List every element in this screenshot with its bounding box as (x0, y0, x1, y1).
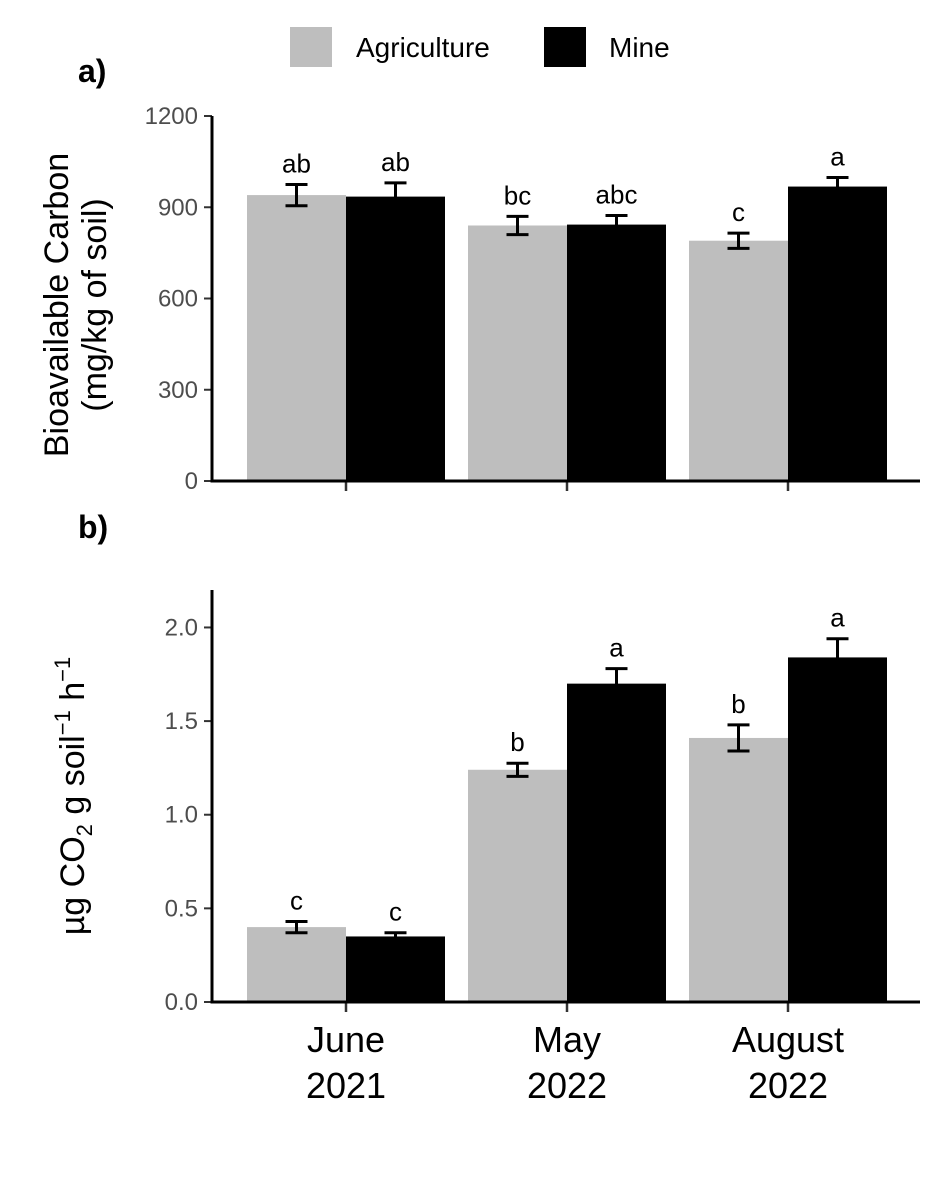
panel-a-bar-agriculture-1 (468, 225, 567, 481)
panel-b-ytick-label-4: 2.0 (165, 614, 198, 641)
legend-label-agriculture: Agriculture (356, 32, 490, 63)
panel-b-ytick-label-0: 0.0 (165, 989, 198, 1016)
panel-a-ylabel-line1: Bioavailable Carbon (38, 153, 76, 457)
panel-b-xtick-label-2-line2: 2022 (748, 1065, 828, 1106)
panel-b-bar-agriculture-0 (247, 927, 346, 1002)
panel-a-errorbar-mine-0 (384, 181, 407, 212)
panel-b-label: b) (78, 509, 108, 545)
panel-a-bar-agriculture-0 (247, 195, 346, 482)
panel-a-sig-label-agriculture-2: c (732, 197, 745, 227)
panel-b-sig-label-agriculture-0: c (290, 885, 303, 915)
panel-b-ylabel: µg CO2 g soil−1 h−1 (50, 657, 97, 936)
legend-label-mine: Mine (609, 32, 670, 63)
panel-a: a) Bioavailable Carbon (mg/kg of soil) a… (38, 53, 920, 495)
panel-a-ytick-label-4: 1200 (145, 103, 198, 130)
panel-b: b) µg CO2 g soil−1 h−1 c b b c a a 0.0 0.5 1.0 1.… (50, 509, 920, 1106)
panel-a-ytick-label-1: 300 (158, 377, 198, 404)
panel-b-bar-mine-1 (567, 683, 666, 1002)
panel-a-sig-label-agriculture-1: bc (504, 180, 531, 210)
panel-b-ytick-label-3: 1.5 (165, 708, 198, 735)
panel-a-bar-mine-2 (788, 186, 887, 482)
legend: Agriculture Mine (290, 27, 670, 67)
panel-a-label: a) (78, 53, 106, 89)
panel-a-errorbar-agriculture-1 (506, 214, 529, 237)
panel-b-errorbar-mine-0 (384, 931, 407, 942)
panel-b-sig-label-mine-1: a (609, 633, 624, 663)
panel-a-bar-agriculture-2 (689, 240, 788, 481)
panel-b-errorbar-agriculture-2 (727, 723, 750, 753)
panel-b-xtick-label-2-line1: August (732, 1019, 844, 1060)
panel-b-bar-agriculture-2 (689, 737, 788, 1002)
panel-b-xtick-label-0-line2: 2021 (306, 1065, 386, 1106)
panel-b-xtick-label-0-line1: June (307, 1019, 385, 1060)
panel-b-bar-mine-2 (788, 657, 887, 1002)
panel-b-sig-label-agriculture-2: b (731, 689, 745, 719)
panel-a-ytick-label-3: 900 (158, 194, 198, 221)
panel-b-sig-label-agriculture-1: b (510, 727, 524, 757)
panel-b-xtick-label-1-line1: May (533, 1019, 601, 1060)
panel-a-errorbar-agriculture-2 (727, 231, 750, 250)
panel-b-sig-label-mine-0: c (389, 897, 402, 927)
panel-b-errorbar-mine-1 (605, 667, 628, 701)
panel-a-errorbar-mine-1 (605, 213, 628, 236)
panel-a-ylabel-line2: (mg/kg of soil) (76, 198, 114, 412)
panel-b-ytick-label-2: 1.0 (165, 802, 198, 829)
panel-a-ytick-label-2: 600 (158, 286, 198, 313)
panel-b-errorbar-agriculture-0 (285, 919, 308, 935)
panel-a-bar-mine-0 (346, 196, 445, 481)
panel-a-bar-mine-1 (567, 224, 666, 481)
legend-swatch-mine (544, 27, 586, 67)
panel-b-sig-label-mine-2: a (830, 603, 845, 633)
panel-b-bar-mine-0 (346, 936, 445, 1002)
panel-a-ytick-label-0: 0 (185, 468, 198, 495)
panel-a-errorbar-agriculture-0 (285, 182, 308, 208)
legend-swatch-agriculture (290, 27, 332, 67)
panel-b-ytick-label-1: 0.5 (165, 895, 198, 922)
panel-a-errorbar-mine-2 (826, 175, 849, 198)
panel-a-sig-label-mine-0: ab (381, 147, 410, 177)
panel-b-bar-agriculture-1 (468, 769, 567, 1002)
panel-a-sig-label-mine-2: a (830, 141, 845, 171)
panel-a-sig-label-agriculture-0: ab (282, 148, 311, 178)
panel-b-ylabel-text: µg CO2 g soil−1 h−1 (50, 657, 97, 936)
panel-a-sig-label-mine-1: abc (596, 179, 638, 209)
panel-b-xtick-label-1-line2: 2022 (527, 1065, 607, 1106)
panel-b-errorbar-agriculture-1 (506, 761, 529, 778)
panel-b-errorbar-mine-2 (826, 637, 849, 678)
panel-a-ylabel: Bioavailable Carbon (mg/kg of soil) (38, 153, 114, 457)
